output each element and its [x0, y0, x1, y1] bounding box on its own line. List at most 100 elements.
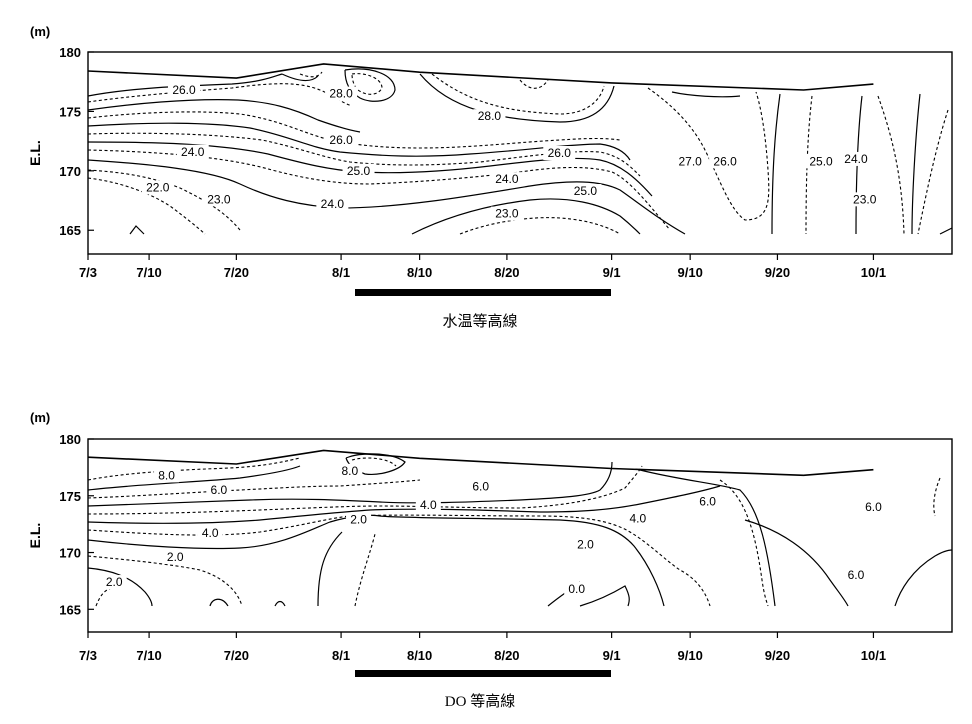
temperature-x-tick-label: 9/1: [603, 265, 621, 280]
temperature-contour-label-bg: [325, 132, 358, 147]
temperature-caption: 水温等高線: [442, 312, 517, 330]
temperature-contour-label-bg: [342, 163, 375, 178]
do-plot-frame: [87, 438, 953, 633]
do-period-bar: [355, 670, 611, 677]
do-contour-label-bg: [162, 550, 188, 565]
do-contour-lines: [87, 453, 953, 607]
do-caption: DO 等高線: [445, 692, 515, 710]
do-x-tick-label: 10/1: [861, 648, 886, 663]
do-contour-label-bg: [346, 512, 372, 527]
do-contour-label-bg: [206, 483, 232, 498]
temperature-contour-label: 25.0: [347, 164, 371, 178]
temperature-contour-label-bg: [805, 154, 838, 169]
temperature-x-tick-label: 9/20: [765, 265, 790, 280]
temperature-x-tick-label: 7/10: [136, 265, 161, 280]
do-contour-label-bg: [197, 526, 223, 541]
temperature-contour-label-bg: [316, 197, 349, 212]
temperature-contour-label: 23.0: [495, 207, 519, 221]
temperature-contour-label: 26.0: [329, 133, 353, 147]
do-y-tick-label: 170: [59, 546, 81, 561]
temperature-contour-label: 28.0: [329, 87, 353, 101]
do-contour-label: 6.0: [472, 480, 489, 494]
temperature-contour-label-bg: [141, 180, 174, 195]
temperature-panel: (m) E.L. 165 170 175 180 7/3 7/10 7/20 8/1 8/10 8/2…: [27, 24, 953, 330]
do-contour-label: 4.0: [420, 498, 437, 512]
temperature-water-surface-line: [87, 63, 874, 91]
temperature-x-tick-label: 8/20: [494, 265, 519, 280]
do-x-tick-label: 9/10: [678, 648, 703, 663]
temperature-x-tick-label: 7/3: [79, 265, 97, 280]
do-x-tick-label: 9/20: [765, 648, 790, 663]
temperature-contour-lines: [87, 68, 953, 235]
do-y-tick-label: 175: [59, 489, 81, 504]
do-y-axis-label: E.L.: [27, 523, 43, 549]
do-x-tick-label: 8/10: [407, 648, 432, 663]
temperature-contour-label-bg: [569, 184, 602, 199]
do-contour-label-bg: [860, 500, 886, 515]
do-x-tick-label: 7/20: [224, 648, 249, 663]
temperature-contour-label: 26.0: [172, 83, 196, 97]
do-contour-label-bg: [695, 494, 721, 509]
do-contour-label: 8.0: [341, 464, 358, 478]
temperature-y-tick-label: 175: [59, 104, 81, 119]
temperature-contour-label: 26.0: [548, 146, 572, 160]
do-contour-label: 0.0: [568, 582, 585, 596]
temperature-contour-label: 24.0: [495, 172, 519, 186]
do-contour-label: 2.0: [577, 538, 594, 552]
do-contour-label-bg: [337, 463, 363, 478]
do-contour-label: 8.0: [158, 468, 175, 482]
do-contour-label-bg: [468, 479, 494, 494]
do-x-tick-label: 8/1: [332, 648, 350, 663]
do-water-surface-line: [87, 449, 874, 477]
do-contour-label-bg: [154, 468, 180, 483]
temperature-contour-label: 23.0: [853, 192, 877, 206]
temperature-contour-label: 22.0: [146, 180, 170, 194]
temperature-y-unit: (m): [30, 24, 50, 39]
do-contour-label: 2.0: [106, 575, 123, 589]
temperature-y-axis-label: E.L.: [27, 140, 43, 166]
do-x-tick-label: 7/3: [79, 648, 97, 663]
temperature-contour-label-bg: [167, 83, 200, 98]
do-contour-label-bg: [572, 537, 598, 552]
temperature-contour-label-bg: [202, 192, 235, 207]
temperature-contour-label: 23.0: [207, 192, 231, 206]
do-contour-label: 4.0: [202, 526, 219, 540]
do-x-tick-label: 7/10: [136, 648, 161, 663]
do-x-tick-label: 9/1: [603, 648, 621, 663]
do-y-tick-label: 180: [59, 432, 81, 447]
temperature-contour-label: 28.0: [478, 109, 502, 123]
do-contour-label-bg: [843, 568, 869, 583]
temperature-contour-label-bg: [176, 144, 209, 159]
temperature-period-bar: [355, 289, 611, 296]
temperature-contour-label: 25.0: [809, 154, 833, 168]
do-panel: (m) E.L. 165 170 175 180 7/3 7/10 7/20 8/1 8/10 8/2…: [27, 410, 953, 710]
do-y-tick-label: 165: [59, 602, 81, 617]
temperature-y-tick-label: 170: [59, 164, 81, 179]
do-y-unit: (m): [30, 410, 50, 425]
temperature-contour-label: 24.0: [844, 152, 868, 166]
do-contour-label: 6.0: [865, 500, 882, 514]
do-contour-label-bg: [415, 497, 441, 512]
do-contour-labels: 8.0 8.0 6.0 6.0 6.0 6.0 4.0 4.0 4.0 2.0 2.0 2.0 2.0 0…: [101, 463, 886, 596]
temperature-contour-label-bg: [543, 146, 576, 160]
temperature-contour-label-bg: [473, 109, 506, 124]
do-contour-label-bg: [101, 575, 127, 590]
temperature-contour-label: 24.0: [321, 197, 345, 211]
do-contour-label-bg: [564, 581, 590, 596]
temperature-x-tick-label: 8/1: [332, 265, 350, 280]
temperature-contour-label-bg: [490, 206, 523, 221]
temperature-contour-label-bg: [490, 172, 523, 187]
do-x-tick-label: 8/20: [494, 648, 519, 663]
temperature-contour-label-bg: [848, 192, 881, 207]
do-contour-label: 4.0: [629, 511, 646, 525]
do-contour-label: 6.0: [211, 483, 228, 497]
do-contour-label: 2.0: [167, 550, 184, 564]
temperature-contour-label-bg: [674, 154, 707, 169]
do-contour-label-bg: [625, 511, 651, 526]
do-contour-label: 6.0: [848, 568, 865, 582]
temperature-x-tick-label: 8/10: [407, 265, 432, 280]
temperature-plot-frame: [87, 51, 953, 255]
temperature-contour-label: 24.0: [181, 145, 205, 159]
temperature-x-tick-label: 9/10: [678, 265, 703, 280]
